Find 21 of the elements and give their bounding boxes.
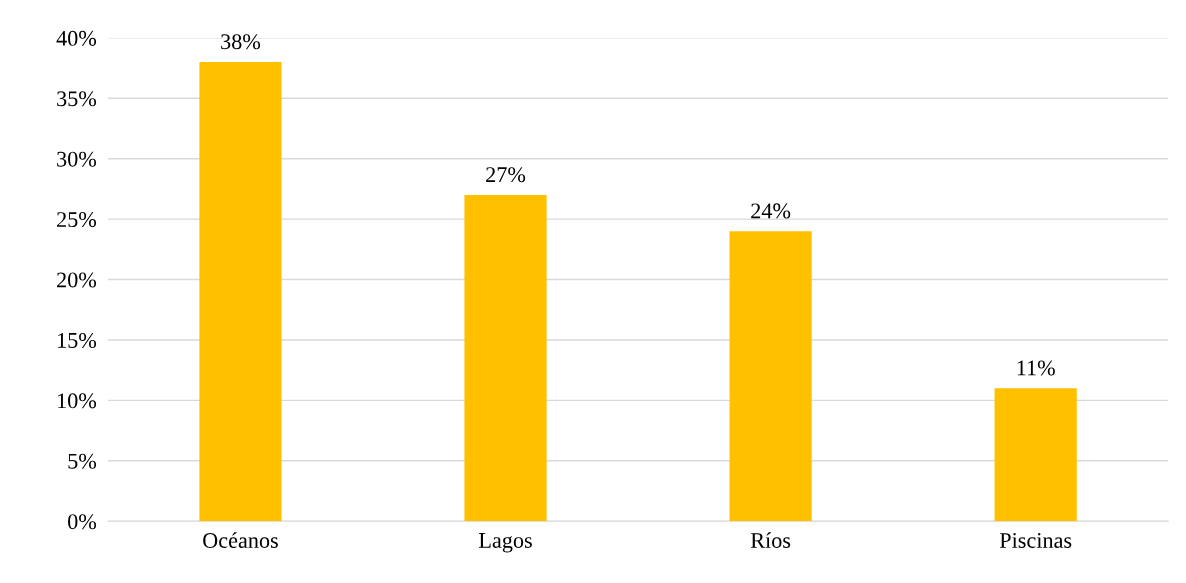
x-tick-label: Lagos xyxy=(479,533,532,553)
bar xyxy=(199,62,282,522)
data-label: 11% xyxy=(1017,360,1055,376)
data-label: 27% xyxy=(486,167,526,183)
y-tick-label: 5% xyxy=(68,453,97,469)
y-tick-label: 25% xyxy=(57,212,97,228)
x-tick-label: Ríos xyxy=(750,532,791,548)
bar xyxy=(464,194,547,522)
data-label: 38% xyxy=(221,34,261,50)
y-tick-label: 15% xyxy=(58,332,97,348)
y-tick-label: 35% xyxy=(57,91,97,107)
data-label: 24% xyxy=(751,203,791,219)
x-tick-label: Piscinas xyxy=(999,533,1072,548)
bar xyxy=(729,231,812,522)
bar xyxy=(994,388,1077,522)
y-tick-label: 0% xyxy=(68,514,97,530)
y-tick-label: 40% xyxy=(56,30,97,46)
y-tick-label: 30% xyxy=(57,151,97,167)
x-tick-label: Océanos xyxy=(203,532,278,548)
y-tick-label: 10% xyxy=(58,393,97,409)
y-tick-label: 20% xyxy=(57,272,97,288)
